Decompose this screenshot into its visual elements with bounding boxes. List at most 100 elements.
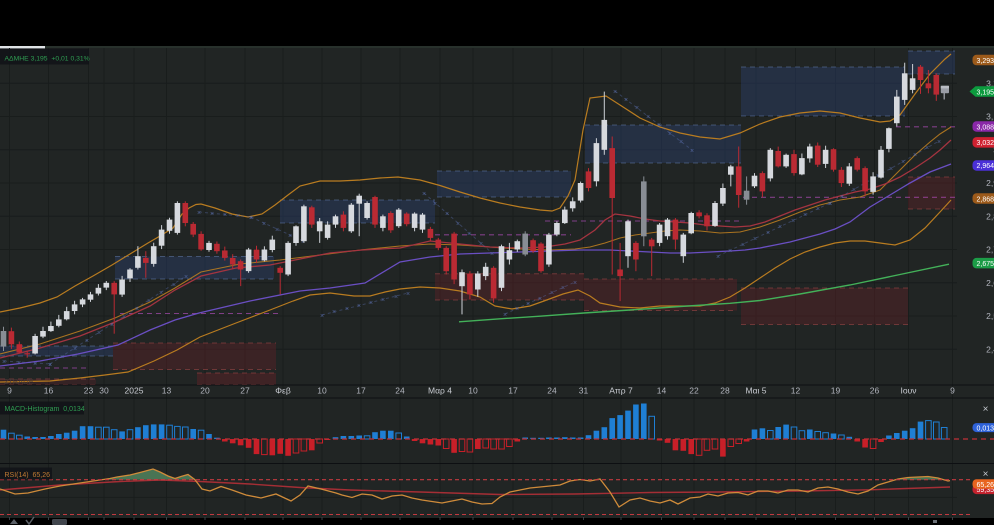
svg-text:3,195: 3,195 (977, 89, 994, 96)
svg-text:×: × (249, 215, 253, 222)
svg-text:×: × (913, 152, 917, 159)
svg-text:×: × (275, 227, 279, 234)
svg-text:2,9644: 2,9644 (977, 163, 994, 170)
svg-text:2,868: 2,868 (977, 196, 994, 203)
svg-text:×: × (613, 89, 617, 96)
svg-text:×: × (48, 362, 52, 369)
svg-text:×: × (925, 145, 929, 152)
svg-text:3,1: 3,1 (986, 112, 994, 122)
svg-text:×: × (197, 210, 201, 217)
svg-text:×: × (983, 469, 989, 480)
svg-text:24: 24 (547, 386, 557, 396)
svg-text:9: 9 (7, 386, 12, 396)
svg-text:×: × (889, 166, 893, 173)
svg-text:×: × (479, 241, 483, 248)
svg-text:3,0324: 3,0324 (977, 140, 994, 147)
svg-text:×: × (766, 230, 770, 237)
svg-text:×: × (538, 296, 542, 303)
svg-text:×: × (406, 291, 410, 298)
svg-text:×: × (135, 306, 139, 313)
svg-text:Μαρ 4: Μαρ 4 (428, 386, 452, 396)
svg-text:×: × (657, 122, 661, 129)
svg-text:×: × (48, 362, 52, 369)
svg-text:×: × (778, 224, 782, 231)
svg-text:×: × (983, 404, 989, 415)
svg-text:×: × (668, 131, 672, 138)
svg-text:×: × (690, 148, 694, 155)
svg-text:×: × (433, 201, 437, 208)
svg-text:2,8: 2,8 (986, 211, 994, 221)
svg-text:2,4: 2,4 (986, 344, 994, 354)
svg-text:×: × (515, 306, 519, 313)
svg-text:×: × (122, 314, 126, 321)
svg-text:×: × (937, 139, 941, 146)
svg-text:17: 17 (508, 386, 518, 396)
svg-text:×: × (159, 290, 163, 297)
svg-text:×: × (184, 274, 188, 281)
svg-text:×: × (526, 301, 530, 308)
svg-text:Ιουν: Ιουν (901, 386, 917, 396)
svg-text:RSI(14) 65,26: RSI(14) 65,26 (5, 472, 51, 479)
svg-text:20: 20 (200, 386, 210, 396)
svg-text:×: × (332, 309, 336, 316)
svg-text:22: 22 (689, 386, 699, 396)
svg-text:2025: 2025 (125, 386, 144, 396)
svg-text:×: × (357, 303, 361, 310)
svg-text:×: × (301, 239, 305, 246)
svg-text:×: × (456, 221, 460, 228)
svg-text:MACD-Histogram 0,0134: MACD-Histogram 0,0134 (5, 406, 85, 413)
svg-text:×: × (210, 211, 214, 218)
svg-text:31: 31 (579, 386, 589, 396)
svg-text:3,2: 3,2 (986, 78, 994, 88)
svg-text:×: × (17, 360, 21, 367)
svg-text:2TRADE: 2TRADE (4, 377, 34, 386)
svg-text:10: 10 (317, 386, 327, 396)
svg-text:×: × (381, 297, 385, 304)
svg-text:×: × (852, 187, 856, 194)
svg-text:×: × (753, 236, 757, 243)
svg-text:×: × (679, 139, 683, 146)
svg-text:×: × (791, 218, 795, 225)
svg-text:0,0134: 0,0134 (977, 425, 994, 432)
svg-text:×: × (320, 313, 324, 320)
svg-text:12: 12 (791, 386, 801, 396)
svg-text:×: × (2, 359, 6, 366)
svg-text:×: × (803, 212, 807, 219)
svg-text:×: × (901, 159, 905, 166)
svg-text:×: × (223, 212, 227, 219)
svg-text:×: × (503, 312, 507, 319)
svg-text:×: × (369, 300, 373, 307)
svg-text:2,5: 2,5 (986, 311, 994, 321)
svg-text:23: 23 (84, 386, 94, 396)
svg-text:59,35: 59,35 (977, 487, 994, 494)
svg-text:Φεβ: Φεβ (275, 386, 291, 396)
svg-text:×: × (97, 330, 101, 337)
svg-text:30: 30 (99, 386, 109, 396)
svg-text:×: × (172, 282, 176, 289)
svg-text:26: 26 (870, 386, 880, 396)
svg-text:13: 13 (162, 386, 172, 396)
svg-text:×: × (60, 354, 64, 361)
svg-text:10: 10 (468, 386, 478, 396)
svg-text:×: × (394, 294, 398, 301)
svg-text:2,6: 2,6 (986, 278, 994, 288)
svg-text:Μαι 5: Μαι 5 (746, 386, 767, 396)
svg-text:×: × (646, 114, 650, 121)
svg-text:Απρ 7: Απρ 7 (609, 386, 633, 396)
svg-text:×: × (876, 173, 880, 180)
svg-text:×: × (635, 105, 639, 112)
svg-text:2,9: 2,9 (986, 178, 994, 188)
svg-text:×: × (624, 97, 628, 104)
svg-text:×: × (716, 254, 720, 261)
svg-text:2,7: 2,7 (986, 245, 994, 255)
svg-text:16: 16 (44, 386, 54, 396)
svg-text:×: × (236, 213, 240, 220)
svg-text:×: × (288, 233, 292, 240)
svg-text:×: × (816, 206, 820, 213)
svg-text:×: × (741, 242, 745, 249)
svg-text:×: × (422, 191, 426, 198)
svg-text:27: 27 (240, 386, 250, 396)
svg-text:×: × (262, 221, 266, 228)
